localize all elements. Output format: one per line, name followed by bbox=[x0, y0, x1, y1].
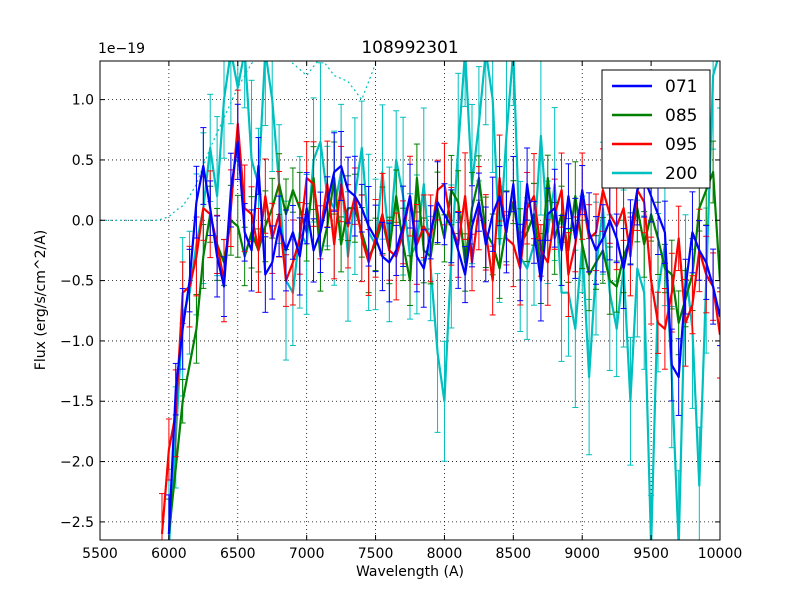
legend-label-200: 200 bbox=[665, 164, 697, 184]
x-tick-label: 10000 bbox=[698, 546, 743, 562]
x-tick-label: 9000 bbox=[564, 546, 600, 562]
y-axis-label: Flux (erg/s/cm^2/A) bbox=[33, 230, 49, 370]
y-tick-label: 0.5 bbox=[72, 153, 94, 169]
y-tick-label: −2.0 bbox=[60, 455, 94, 471]
ticks: 5500 6000 6500 7000 7500 8000 8500 9000 9500 1000… bbox=[60, 61, 742, 562]
series-line-095 bbox=[160, 122, 720, 535]
y-tick-label: 0.0 bbox=[72, 213, 94, 229]
legend-label-095: 095 bbox=[665, 135, 697, 155]
x-axis-label: Wavelength (A) bbox=[356, 564, 464, 580]
series-line-071 bbox=[167, 140, 720, 535]
x-tick-label: 9500 bbox=[633, 546, 669, 562]
x-tick-label: 6000 bbox=[151, 546, 187, 562]
y-tick-label: −1.5 bbox=[60, 394, 94, 410]
y-tick-label: −2.5 bbox=[60, 515, 94, 531]
plot-frame bbox=[99, 60, 721, 541]
chart-title: 108992301 bbox=[361, 38, 458, 58]
x-tick-label: 7000 bbox=[289, 546, 325, 562]
legend-label-071: 071 bbox=[665, 77, 697, 97]
x-tick-label: 7500 bbox=[358, 546, 394, 562]
x-tick-label: 5500 bbox=[82, 546, 118, 562]
y-tick-label: −1.0 bbox=[60, 334, 94, 350]
legend: 071 085 095 200 bbox=[601, 69, 711, 189]
x-tick-label: 8500 bbox=[496, 546, 532, 562]
x-tick-label: 8000 bbox=[427, 546, 463, 562]
legend-label-085: 085 bbox=[665, 106, 697, 126]
data-layer bbox=[100, 61, 720, 540]
x-tick-label: 6500 bbox=[220, 546, 256, 562]
y-tick-label: −0.5 bbox=[60, 274, 94, 290]
legend-box bbox=[601, 69, 711, 189]
y-offset-label: 1e−19 bbox=[98, 41, 145, 57]
series-071 bbox=[165, 103, 720, 540]
y-tick-label: 1.0 bbox=[72, 93, 94, 109]
series-line-200 bbox=[168, 61, 719, 540]
